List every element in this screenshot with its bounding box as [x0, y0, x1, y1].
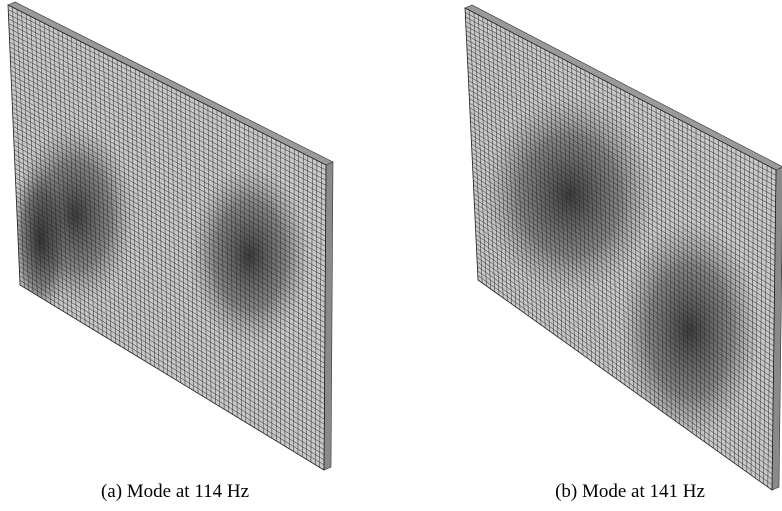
caption: (a) Mode at 114 Hz — [101, 481, 249, 502]
caption: (b) Mode at 141 Hz — [555, 481, 705, 502]
mode-lobe — [190, 165, 310, 345]
plate-face — [8, 5, 326, 470]
plate-face — [465, 8, 776, 490]
plate-outline — [464, 7, 777, 491]
plate-outline — [7, 4, 327, 471]
mode-lobe — [620, 220, 760, 440]
mode-shape-a — [7, 1, 334, 471]
mode-shape-b — [464, 4, 782, 491]
